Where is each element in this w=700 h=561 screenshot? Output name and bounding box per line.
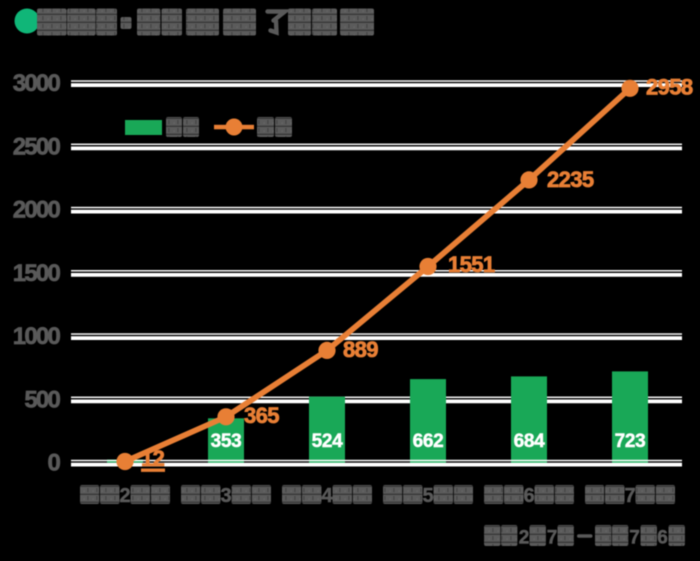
svg-text:2: 2 — [119, 485, 130, 507]
svg-text:0: 0 — [47, 450, 60, 477]
svg-text:2000: 2000 — [13, 197, 61, 224]
svg-text:5: 5 — [422, 485, 433, 507]
svg-text:2958: 2958 — [646, 75, 693, 100]
svg-text:6: 6 — [523, 485, 534, 507]
svg-text:2: 2 — [519, 528, 530, 549]
svg-text:2235: 2235 — [547, 167, 594, 192]
svg-text:4: 4 — [321, 485, 333, 507]
svg-text:889: 889 — [343, 337, 378, 362]
svg-text:353: 353 — [211, 431, 242, 452]
svg-text:7: 7 — [629, 528, 640, 549]
svg-text:3: 3 — [220, 485, 231, 507]
svg-text:7: 7 — [547, 528, 558, 549]
svg-text:7: 7 — [624, 485, 635, 507]
svg-text:500: 500 — [24, 386, 60, 413]
svg-text:2500: 2500 — [13, 133, 61, 160]
svg-text:684: 684 — [514, 431, 546, 452]
svg-text:3000: 3000 — [13, 70, 61, 97]
svg-text:723: 723 — [615, 431, 646, 452]
svg-text:12: 12 — [141, 446, 165, 471]
svg-text:6: 6 — [657, 528, 668, 549]
svg-text:365: 365 — [244, 403, 279, 428]
svg-text:1551: 1551 — [448, 252, 495, 277]
svg-text:524: 524 — [312, 431, 344, 452]
svg-text:1000: 1000 — [13, 323, 61, 350]
svg-text:1500: 1500 — [13, 260, 61, 287]
svg-text:662: 662 — [413, 431, 444, 452]
